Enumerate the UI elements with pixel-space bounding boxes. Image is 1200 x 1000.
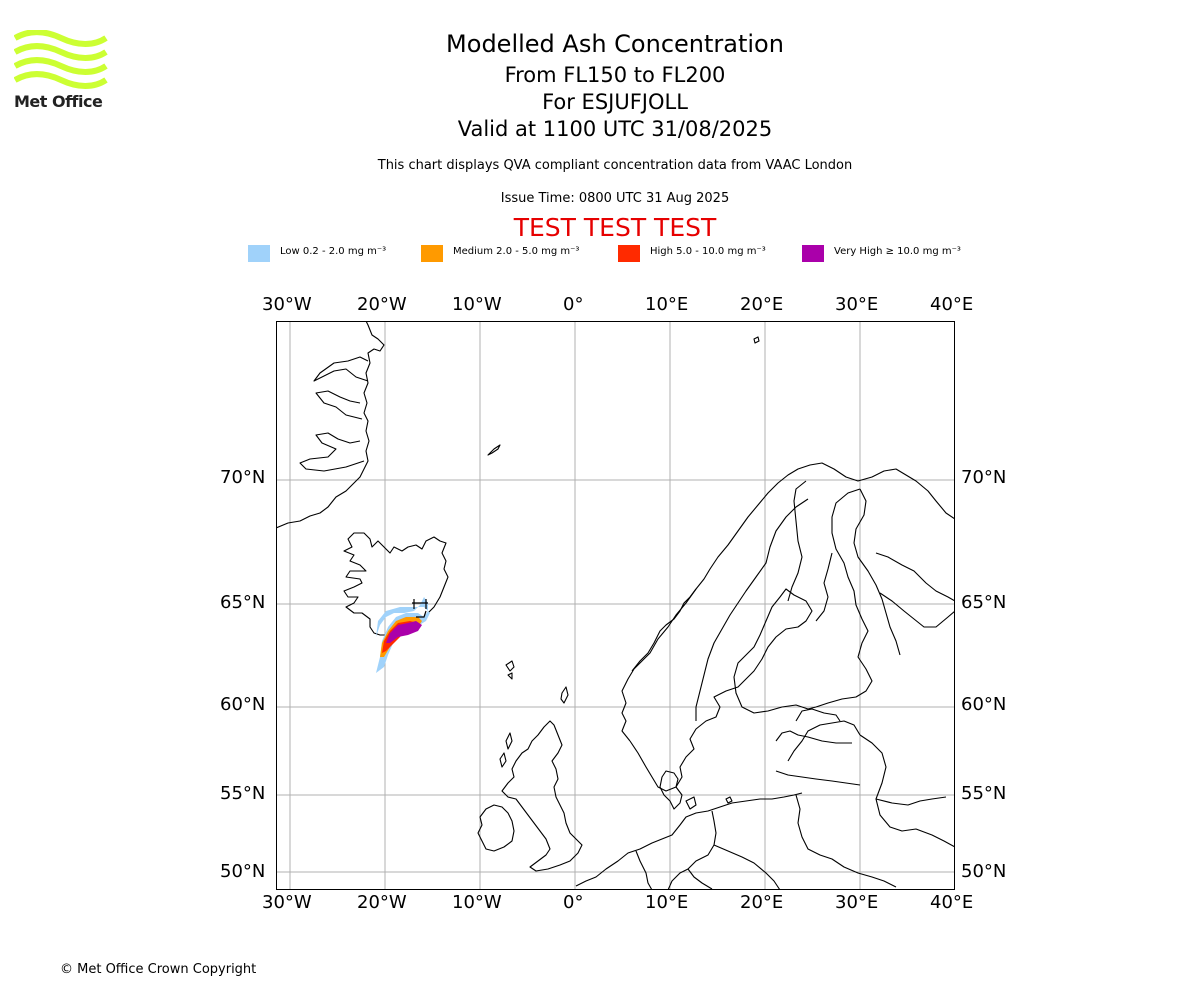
lat-tick-right: 60°N xyxy=(961,694,1007,715)
volcano-name: For ESJUFJOLL xyxy=(542,90,688,114)
lon-tick-top: 10°W xyxy=(452,294,502,315)
country-border xyxy=(687,810,717,890)
white-sea-coast xyxy=(879,592,955,628)
country-border xyxy=(795,794,897,888)
denmark-coast xyxy=(659,770,683,810)
coastlines xyxy=(276,321,955,890)
greenland-fjord xyxy=(299,432,365,472)
faroe-islands xyxy=(507,672,513,680)
ash-concentration-map xyxy=(276,321,955,890)
lon-tick-bottom: 10°W xyxy=(452,892,502,913)
country-border xyxy=(713,844,781,890)
lon-tick-top: 20°E xyxy=(740,294,784,315)
lat-tick-left: 70°N xyxy=(220,467,266,488)
issue-time: Issue Time: 0800 UTC 31 Aug 2025 xyxy=(500,191,730,206)
lon-tick-bottom: 30°E xyxy=(835,892,879,913)
great-britain-coast xyxy=(501,720,583,872)
finland-coast xyxy=(815,488,873,708)
country-border xyxy=(667,868,689,890)
lat-tick-left: 55°N xyxy=(220,783,266,804)
lithuania-border xyxy=(775,770,861,786)
scandinavia-coast xyxy=(621,462,955,742)
legend-swatch-very-high xyxy=(802,245,824,262)
lon-tick-bottom: 40°E xyxy=(930,892,974,913)
greenland-coast xyxy=(276,321,385,529)
legend-swatch-low xyxy=(248,245,270,262)
lat-tick-right: 70°N xyxy=(961,467,1007,488)
jan-mayen-coast xyxy=(487,444,501,456)
chart-subtitle: This chart displays QVA compliant concen… xyxy=(377,158,853,173)
kola-coast xyxy=(875,552,955,602)
lon-tick-bottom: 30°W xyxy=(262,892,312,913)
greenland-fjord xyxy=(315,390,363,420)
lon-tick-bottom: 20°E xyxy=(740,892,784,913)
ash-low-contour xyxy=(376,597,430,673)
lon-tick-bottom: 20°W xyxy=(357,892,407,913)
copyright: © Met Office Crown Copyright xyxy=(60,962,257,977)
finland-west-coast xyxy=(815,552,833,622)
lat-tick-left: 60°N xyxy=(220,694,266,715)
lon-tick-top: 30°E xyxy=(835,294,879,315)
finland-russia-border xyxy=(853,488,901,656)
hebrides-islands xyxy=(499,752,507,768)
lat-tick-left: 50°N xyxy=(220,861,266,882)
lon-tick-top: 30°W xyxy=(262,294,312,315)
legend-label-medium: Medium 2.0 - 5.0 mg m⁻³ xyxy=(453,246,580,257)
lon-tick-top: 20°W xyxy=(357,294,407,315)
iceland-coast xyxy=(343,532,449,636)
faroe-islands xyxy=(505,660,515,672)
lat-tick-right: 65°N xyxy=(961,592,1007,613)
ireland-coast xyxy=(477,804,515,852)
met-office-waves-icon xyxy=(13,29,108,89)
valid-time: Valid at 1100 UTC 31/08/2025 xyxy=(457,117,773,141)
volcano-marker xyxy=(412,599,428,618)
country-border xyxy=(635,850,653,890)
bornholm-island xyxy=(725,796,733,804)
legend-label-low: Low 0.2 - 2.0 mg m⁻³ xyxy=(280,246,387,257)
shetland-islands xyxy=(560,686,569,704)
logo-text: Met Office xyxy=(14,92,103,111)
hebrides-islands xyxy=(505,732,513,750)
estonia-border xyxy=(795,708,841,722)
lon-tick-top: 40°E xyxy=(930,294,974,315)
legend-swatch-high xyxy=(618,245,640,262)
danish-island xyxy=(685,796,697,810)
map-background xyxy=(276,321,955,890)
baltic-coast xyxy=(629,588,817,792)
gulf-of-bothnia xyxy=(787,480,807,602)
legend-label-high: High 5.0 - 10.0 mg m⁻³ xyxy=(650,246,766,257)
legend-swatch-medium xyxy=(421,245,443,262)
baltic-states-coast xyxy=(787,720,861,762)
country-border xyxy=(859,734,955,848)
test-banner: TEST TEST TEST xyxy=(513,213,717,242)
greenland-fjord xyxy=(313,356,369,382)
lat-tick-left: 65°N xyxy=(220,592,266,613)
lon-tick-bottom: 0° xyxy=(563,892,584,913)
graticule xyxy=(276,321,955,890)
norway-sweden-border xyxy=(695,498,809,721)
latvia-border xyxy=(775,730,852,744)
continental-coast xyxy=(575,792,803,887)
level-range: From FL150 to FL200 xyxy=(504,63,726,87)
norway-coast-detail xyxy=(631,588,697,672)
map-frame xyxy=(276,321,955,890)
lat-tick-right: 50°N xyxy=(961,861,1007,882)
ash-plume xyxy=(376,597,430,673)
lat-tick-right: 55°N xyxy=(961,783,1007,804)
svalbard-islet xyxy=(753,336,760,344)
lon-tick-top: 0° xyxy=(563,294,584,315)
lon-tick-top: 10°E xyxy=(645,294,689,315)
lon-tick-bottom: 10°E xyxy=(645,892,689,913)
ash-very-high-contour xyxy=(386,621,422,643)
country-border xyxy=(875,796,947,806)
chart-title: Modelled Ash Concentration xyxy=(446,30,784,58)
met-office-logo: Met Office xyxy=(13,29,108,112)
legend-label-very-high: Very High ≥ 10.0 mg m⁻³ xyxy=(834,246,961,257)
